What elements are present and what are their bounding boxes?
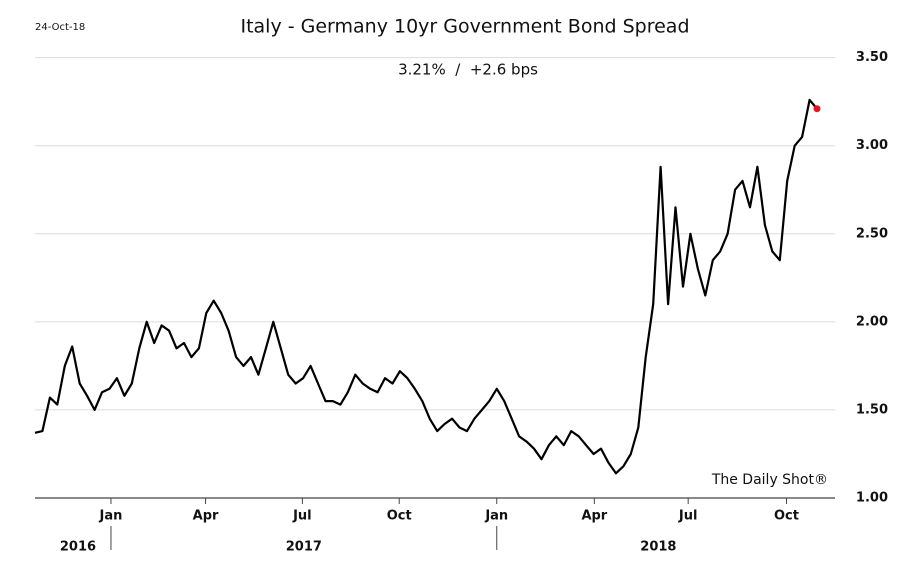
y-tick-label: 3.50 <box>856 50 888 65</box>
date-label: 24-Oct-18 <box>35 22 85 33</box>
chart-title: Italy - Germany 10yr Government Bond Spr… <box>240 16 689 38</box>
chart-subtitle: 3.21% / +2.6 bps <box>398 61 538 79</box>
x-tick-label: Oct <box>387 509 412 524</box>
x-tick-label: Jan <box>484 509 508 524</box>
x-tick-label: Jan <box>99 509 123 524</box>
y-tick-label: 2.00 <box>856 314 888 329</box>
x-tick-label: Apr <box>581 509 607 524</box>
y-tick-label: 3.00 <box>856 138 888 153</box>
year-label: 2018 <box>640 540 676 555</box>
x-tick-label: Jul <box>678 509 698 524</box>
source-label: The Daily Shot® <box>711 472 828 488</box>
year-label: 2017 <box>286 540 322 555</box>
x-tick-label: Jul <box>292 509 312 524</box>
y-tick-label: 2.50 <box>856 226 888 241</box>
series-line <box>34 98 818 475</box>
last-point <box>813 105 821 113</box>
year-label: 2016 <box>60 540 96 555</box>
y-tick-label: 1.50 <box>856 402 888 417</box>
x-tick-label: Apr <box>193 509 219 524</box>
x-tick-label: Oct <box>774 509 799 524</box>
y-tick-label: 1.00 <box>856 491 888 506</box>
